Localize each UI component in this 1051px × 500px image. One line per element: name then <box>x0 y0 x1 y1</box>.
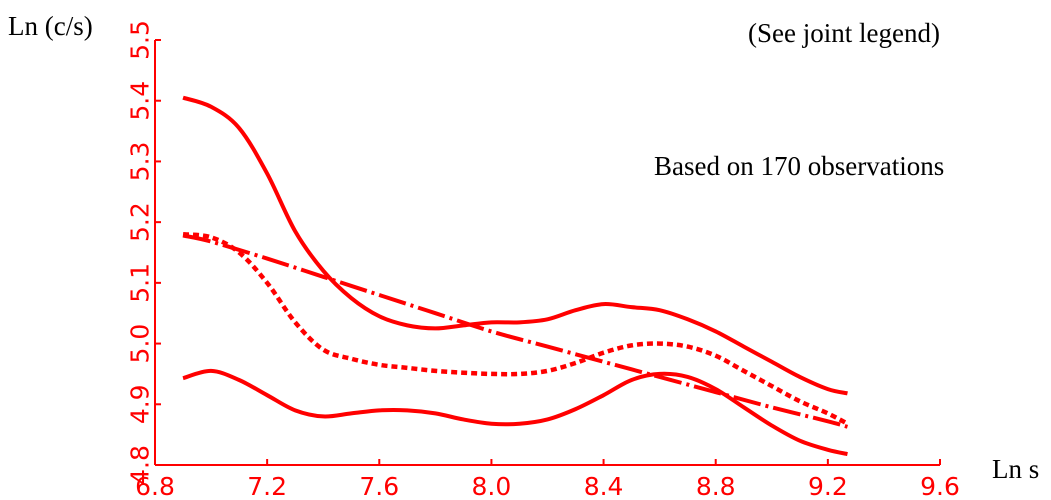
y-tick-label: 5.2 <box>126 202 155 242</box>
series-line-4-dash-dot <box>182 233 849 429</box>
y-tick-label: 5.1 <box>126 263 155 303</box>
x-tick-label: 8.0 <box>472 472 512 500</box>
y-tick-label: 4.8 <box>126 445 155 485</box>
x-tick-label: 8.8 <box>696 472 736 500</box>
series-line-3-dotted <box>182 232 849 426</box>
y-axis-label: Ln (c/s) <box>8 11 93 41</box>
x-tick-label: 7.2 <box>247 472 287 500</box>
y-tick-label: 5.0 <box>126 324 155 364</box>
tick-labels: 6.8 7.2 7.6 8.0 8.4 8.8 9.2 9.6 4.8 4.9 5.0 5.1 5.2 5… <box>126 20 960 500</box>
axes <box>154 39 941 466</box>
plot-lines <box>182 95 849 457</box>
x-tick-label: 7.6 <box>359 472 399 500</box>
annotation-joint-legend: (See joint legend) <box>748 18 940 48</box>
series-line-1-solid <box>182 95 848 396</box>
y-tick-label: 4.9 <box>126 384 155 424</box>
series-line-2-solid <box>182 368 848 457</box>
x-axis-label: Ln s <box>992 454 1039 484</box>
x-tick-label: 8.4 <box>584 472 624 500</box>
x-tick-label: 9.2 <box>808 472 848 500</box>
y-tick-label: 5.5 <box>126 20 155 60</box>
y-tick-label: 5.3 <box>126 142 155 182</box>
y-tick-label: 5.4 <box>126 81 155 121</box>
x-tick-label: 6.8 <box>135 472 175 500</box>
x-tick-label: 9.6 <box>920 472 960 500</box>
annotation-observations: Based on 170 observations <box>654 151 944 181</box>
